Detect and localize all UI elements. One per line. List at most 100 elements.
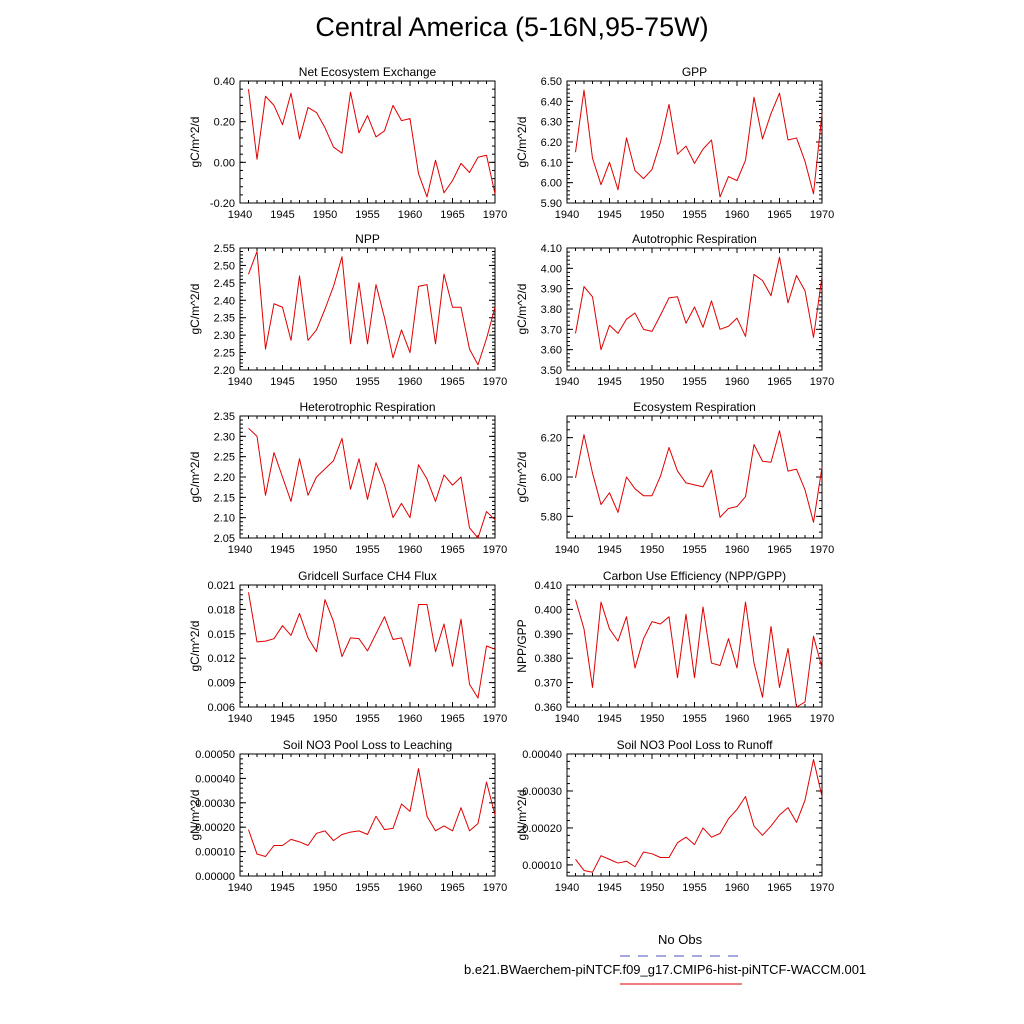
chart-title: Soil NO3 Pool Loss to Runoff — [617, 738, 774, 752]
series-line — [248, 250, 496, 366]
y-axis-label: NPP/GPP — [515, 619, 529, 672]
x-tick-label: 1950 — [640, 882, 664, 894]
y-tick-label: 6.20 — [541, 137, 562, 149]
x-tick-label: 1960 — [725, 882, 749, 894]
x-tick-label: 1950 — [313, 376, 337, 388]
x-tick-label: 1955 — [355, 209, 379, 221]
x-tick-label: 1945 — [270, 209, 294, 221]
x-tick-label: 1950 — [640, 713, 664, 725]
chart-title: Gridcell Surface CH4 Flux — [298, 569, 437, 583]
y-tick-label: 3.70 — [541, 324, 562, 336]
y-tick-label: 0.370 — [534, 678, 562, 690]
chart-title: Soil NO3 Pool Loss to Leaching — [283, 738, 452, 752]
series-line — [248, 89, 496, 198]
y-tick-label: 2.05 — [214, 533, 235, 545]
y-tick-label: 0.00030 — [522, 786, 562, 798]
y-tick-label: 0.015 — [207, 629, 235, 641]
x-tick-label: 1970 — [483, 713, 507, 725]
y-tick-label: 2.30 — [214, 330, 235, 342]
y-tick-label: 0.410 — [534, 580, 562, 592]
y-tick-label: 2.45 — [214, 278, 235, 290]
x-tick-label: 1945 — [597, 544, 621, 556]
y-tick-label: 0.00020 — [195, 822, 235, 834]
chart-title: Carbon Use Efficiency (NPP/GPP) — [603, 569, 786, 583]
y-tick-label: 2.30 — [214, 431, 235, 443]
y-tick-label: 6.10 — [541, 157, 562, 169]
y-tick-label: 0.00020 — [522, 823, 562, 835]
plot-frame — [566, 247, 823, 371]
x-tick-label: 1965 — [440, 376, 464, 388]
x-tick-label: 1950 — [313, 713, 337, 725]
y-axis-label: gC/m^2/d — [188, 284, 202, 335]
y-tick-label: 2.10 — [214, 513, 235, 525]
x-tick-label: 1945 — [270, 544, 294, 556]
plot-frame — [239, 80, 496, 204]
x-tick-label: 1960 — [725, 544, 749, 556]
x-tick-label: 1940 — [228, 209, 252, 221]
chart-panel: Heterotrophic Respiration gC/m^2/d 1940 194… — [188, 400, 507, 556]
series-line — [575, 430, 823, 523]
chart-title: Heterotrophic Respiration — [299, 400, 435, 414]
y-tick-label: 4.10 — [541, 243, 562, 255]
y-tick-label: 0.00030 — [195, 798, 235, 810]
y-tick-label: 0.20 — [214, 117, 235, 129]
x-tick-label: 1965 — [440, 209, 464, 221]
plot-frame — [566, 415, 823, 539]
y-axis-label: gC/m^2/d — [188, 621, 202, 672]
chart-panel: NPP gC/m^2/d 1940 1945 1950 1955 1960 1965 1970 2… — [188, 232, 507, 388]
series-line — [248, 768, 496, 857]
chart-title: Ecosystem Respiration — [633, 400, 756, 414]
x-tick-label: 1940 — [555, 713, 579, 725]
legend-obs-line — [620, 955, 742, 957]
y-tick-label: 2.55 — [214, 243, 235, 255]
x-tick-label: 1955 — [682, 882, 706, 894]
chart-panel: Gridcell Surface CH4 Flux gC/m^2/d 1940 194… — [188, 569, 507, 725]
x-tick-label: 1970 — [810, 882, 834, 894]
y-tick-label: 0.012 — [207, 653, 235, 665]
y-tick-label: 0.380 — [534, 653, 562, 665]
chart-title: Net Ecosystem Exchange — [299, 65, 437, 79]
x-tick-label: 1945 — [597, 209, 621, 221]
y-axis-label: gC/m^2/d — [188, 452, 202, 503]
x-tick-label: 1940 — [555, 882, 579, 894]
x-tick-label: 1945 — [270, 376, 294, 388]
x-tick-label: 1970 — [810, 209, 834, 221]
plot-frame — [239, 247, 496, 371]
x-tick-label: 1950 — [640, 209, 664, 221]
x-tick-label: 1965 — [767, 209, 791, 221]
x-tick-label: 1945 — [597, 882, 621, 894]
y-tick-label: 2.25 — [214, 452, 235, 464]
x-tick-label: 1960 — [725, 713, 749, 725]
chart-panel: GPP gC/m^2/d 1940 1945 1950 1955 1960 1965 1970 5… — [515, 65, 834, 221]
x-tick-label: 1970 — [483, 209, 507, 221]
plot-frame — [239, 753, 496, 877]
y-tick-label: 3.50 — [541, 365, 562, 377]
x-tick-label: 1955 — [682, 209, 706, 221]
y-tick-label: 4.00 — [541, 263, 562, 275]
x-tick-label: 1940 — [228, 544, 252, 556]
plot-frame — [566, 80, 823, 204]
y-tick-label: -0.20 — [210, 198, 235, 210]
plot-frame — [566, 584, 823, 708]
series-line — [248, 592, 496, 699]
x-tick-label: 1970 — [483, 544, 507, 556]
y-tick-label: 0.00010 — [522, 860, 562, 872]
x-tick-label: 1970 — [810, 376, 834, 388]
legend-obs-label: No Obs — [658, 932, 703, 947]
y-tick-label: 5.90 — [541, 198, 562, 210]
x-tick-label: 1960 — [398, 713, 422, 725]
x-tick-label: 1940 — [555, 376, 579, 388]
x-tick-label: 1955 — [355, 376, 379, 388]
x-tick-label: 1950 — [313, 882, 337, 894]
x-tick-label: 1965 — [440, 882, 464, 894]
y-tick-label: 6.30 — [541, 117, 562, 129]
x-tick-label: 1960 — [398, 209, 422, 221]
y-tick-label: 0.00010 — [195, 847, 235, 859]
x-tick-label: 1950 — [640, 376, 664, 388]
x-tick-label: 1950 — [313, 544, 337, 556]
y-tick-label: 2.20 — [214, 365, 235, 377]
x-tick-label: 1960 — [398, 544, 422, 556]
x-tick-label: 1940 — [228, 713, 252, 725]
x-tick-label: 1965 — [767, 713, 791, 725]
y-tick-label: 3.80 — [541, 304, 562, 316]
